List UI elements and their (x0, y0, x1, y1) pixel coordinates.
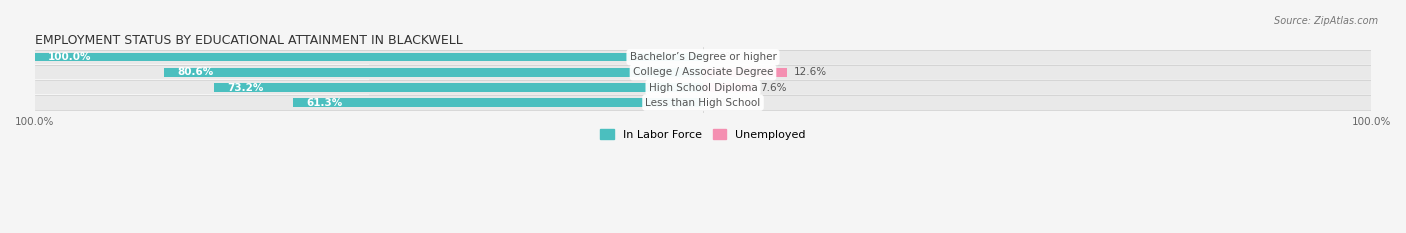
Bar (703, 68, 787, 76)
Bar (368, 50, 1406, 65)
Bar (368, 95, 1406, 110)
Bar (35, 53, 703, 62)
Bar (35, 81, 1371, 94)
Text: 80.6%: 80.6% (177, 67, 214, 77)
Text: EMPLOYMENT STATUS BY EDUCATIONAL ATTAINMENT IN BLACKWELL: EMPLOYMENT STATUS BY EDUCATIONAL ATTAINM… (35, 34, 463, 47)
Text: High School Diploma: High School Diploma (648, 82, 758, 93)
Text: 12.6%: 12.6% (794, 67, 827, 77)
Text: Bachelor’s Degree or higher: Bachelor’s Degree or higher (630, 52, 776, 62)
Bar (35, 50, 1371, 64)
Text: 73.2%: 73.2% (228, 82, 263, 93)
Text: College / Associate Degree: College / Associate Degree (633, 67, 773, 77)
Text: 61.3%: 61.3% (307, 98, 343, 108)
Text: Source: ZipAtlas.com: Source: ZipAtlas.com (1274, 16, 1378, 26)
Bar (214, 83, 703, 92)
Text: Less than High School: Less than High School (645, 98, 761, 108)
Bar (35, 96, 1371, 110)
Bar (165, 68, 703, 76)
Text: 7.6%: 7.6% (761, 82, 787, 93)
Bar (368, 65, 1406, 80)
Legend: In Labor Force, Unemployed: In Labor Force, Unemployed (596, 125, 810, 144)
Bar (35, 65, 1371, 79)
Bar (703, 83, 754, 92)
Bar (294, 99, 703, 107)
Text: 100.0%: 100.0% (48, 52, 91, 62)
Text: 0.0%: 0.0% (710, 52, 735, 62)
Bar (368, 80, 1406, 95)
Text: 0.0%: 0.0% (710, 98, 735, 108)
